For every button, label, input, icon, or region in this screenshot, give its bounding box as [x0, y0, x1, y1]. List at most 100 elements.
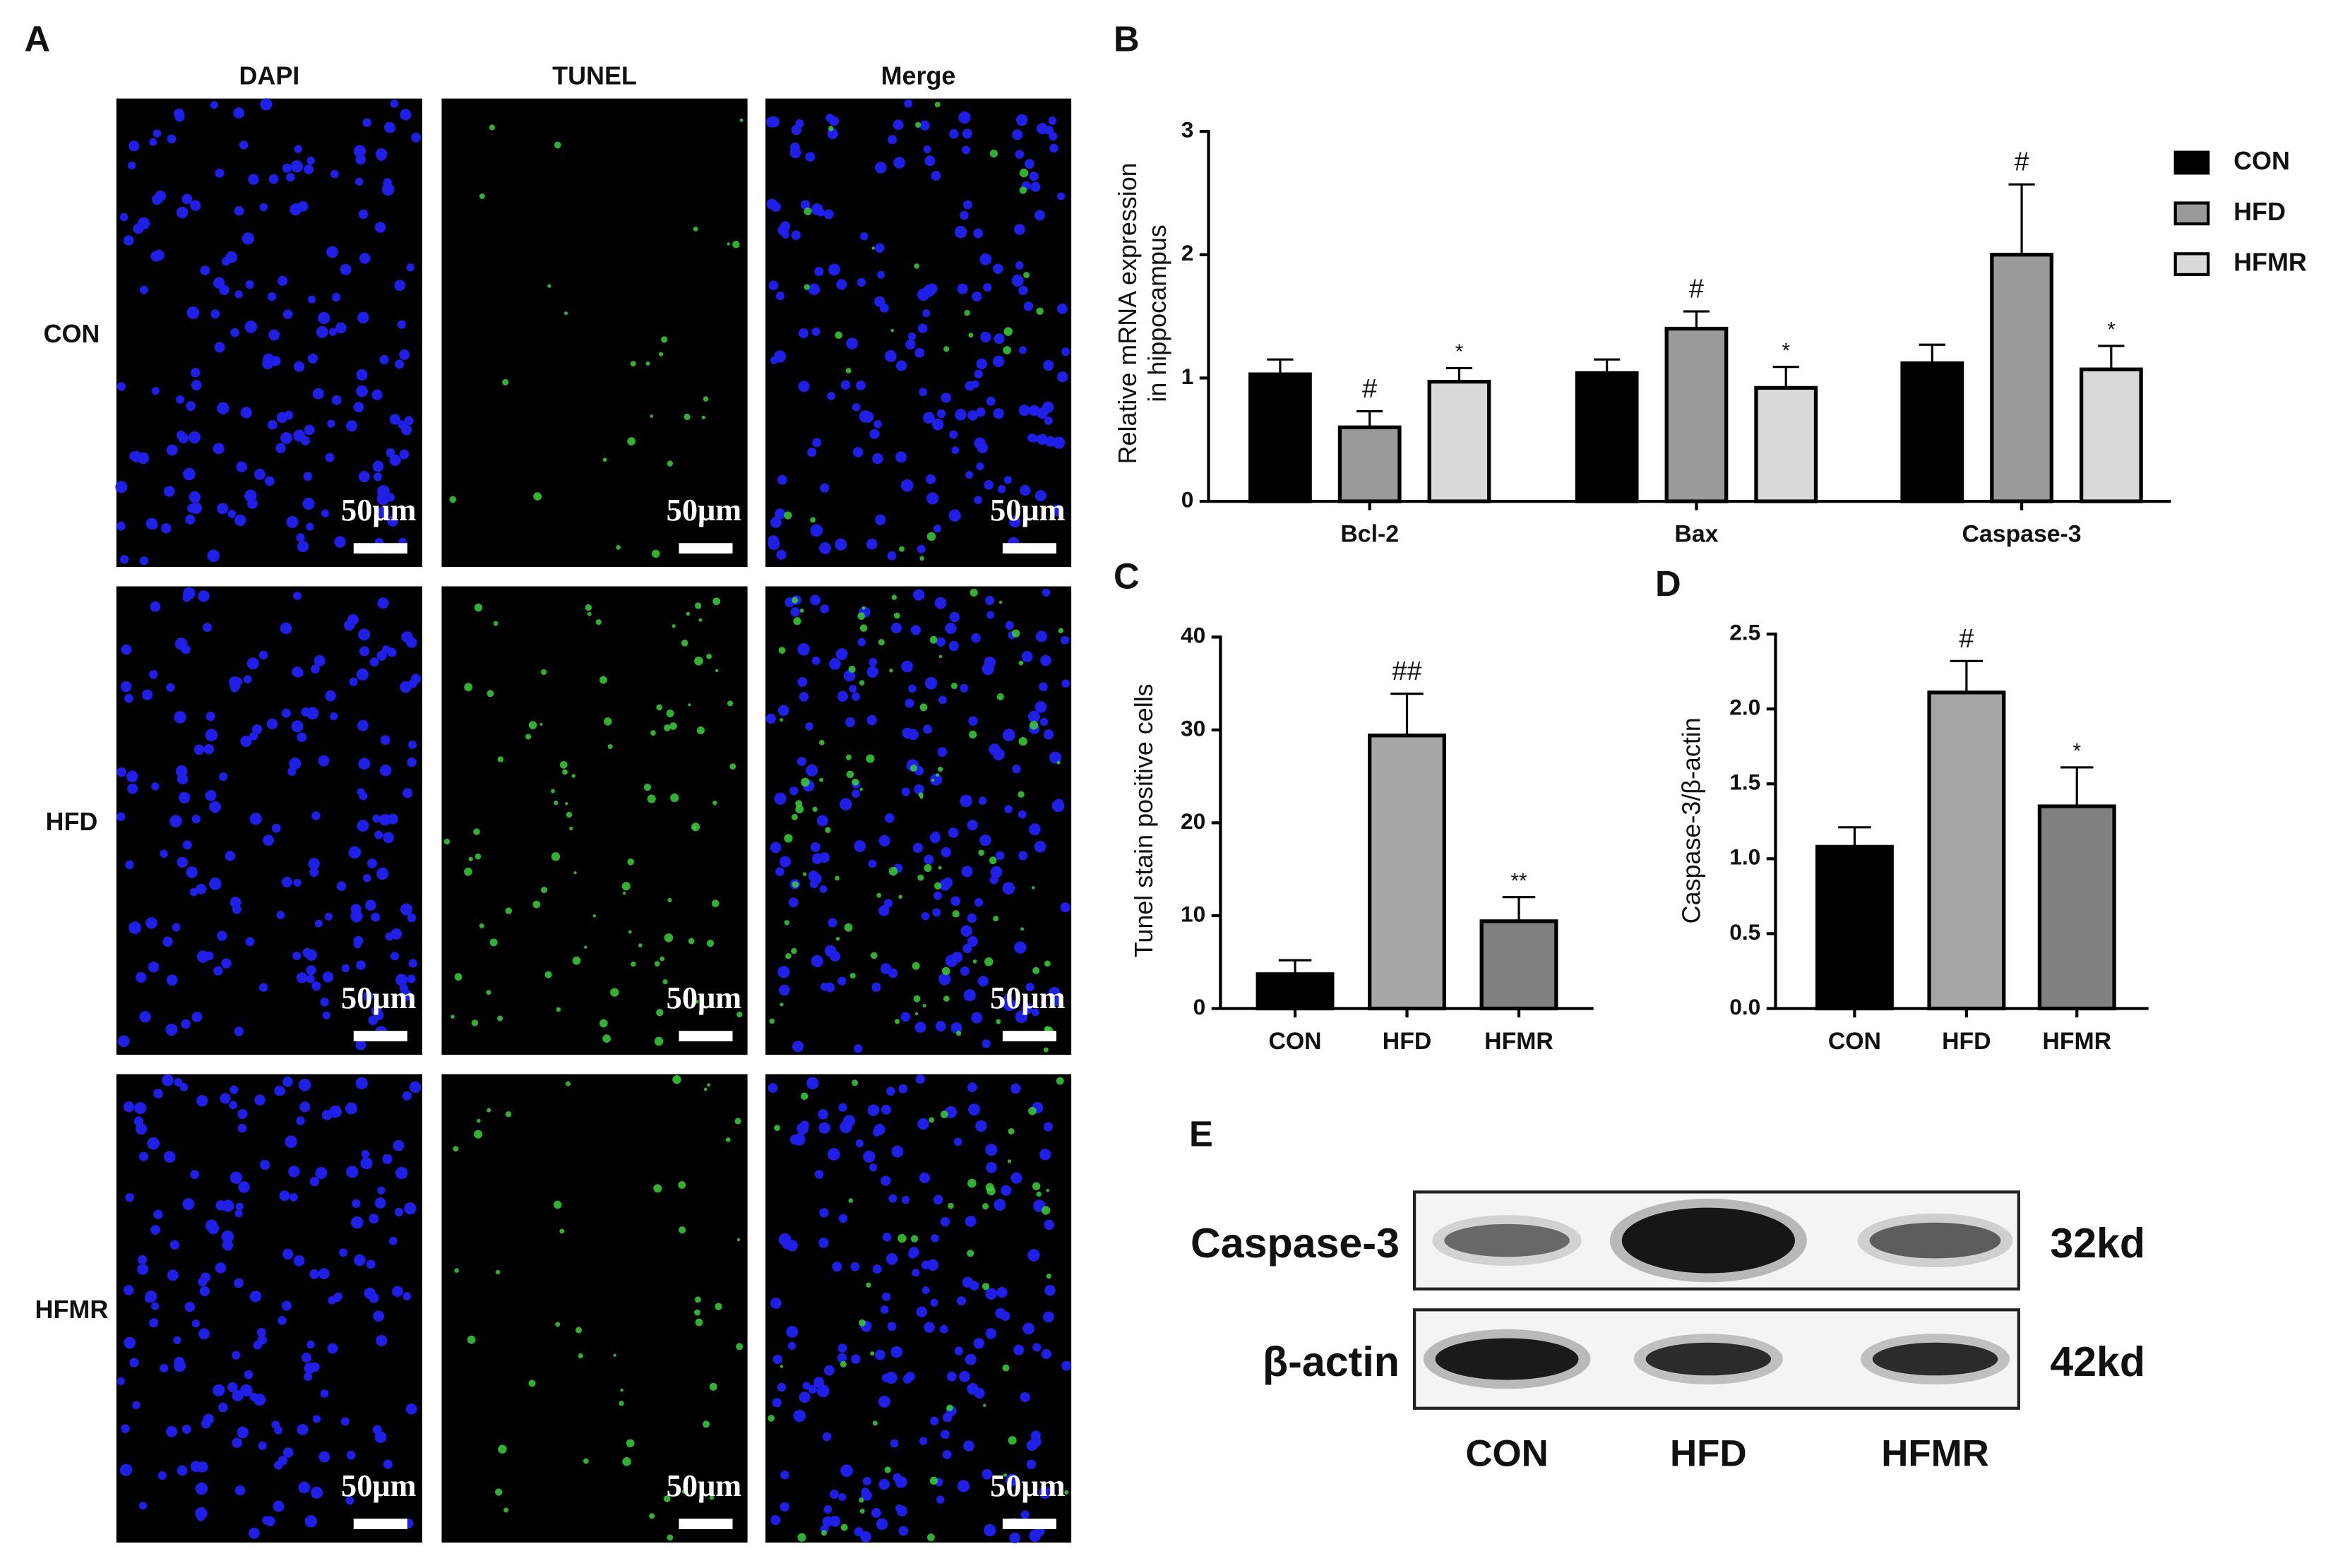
nucleus [309, 1269, 319, 1279]
nucleus [1004, 805, 1013, 813]
nucleus [922, 309, 931, 318]
tunel-signal [638, 943, 643, 947]
nucleus [770, 1298, 782, 1309]
tunel-signal [802, 872, 807, 876]
tunel-signal [910, 764, 917, 772]
nucleus [234, 1278, 244, 1288]
nucleus [121, 1424, 130, 1433]
tunel-signal [929, 1476, 938, 1485]
nucleus [1029, 1529, 1042, 1542]
tunel-signal [893, 612, 900, 619]
nucleus [196, 950, 210, 963]
nucleus [293, 429, 306, 442]
tunel-signal [929, 1117, 935, 1123]
nucleus [854, 1044, 863, 1053]
tunel-signal [672, 624, 676, 628]
nucleus [177, 1465, 188, 1476]
nucleus [810, 524, 823, 537]
nucleus [881, 1373, 891, 1382]
nucleus [411, 133, 421, 143]
micrograph: 50μm [441, 1074, 748, 1543]
nucleus [181, 193, 193, 205]
nucleus [939, 879, 951, 891]
nucleus [829, 950, 841, 962]
nucleus [893, 1473, 902, 1483]
tunel-signal [791, 813, 798, 820]
nucleus [311, 811, 321, 820]
tunel-signal [946, 1404, 953, 1412]
nucleus [1043, 729, 1054, 740]
tunel-signal [454, 1268, 459, 1273]
nucleus [770, 517, 782, 528]
nucleus [816, 1384, 830, 1398]
nucleus [933, 525, 942, 533]
nucleus [786, 1326, 799, 1338]
nucleus [190, 502, 203, 515]
nucleus [165, 1425, 177, 1437]
nucleus [942, 1449, 952, 1459]
y-tick-label: 2.5 [1729, 620, 1760, 645]
nucleus [254, 468, 266, 480]
nucleus [208, 878, 222, 890]
nucleus [274, 1461, 283, 1470]
bar [1900, 361, 1964, 503]
tunel-signal [686, 611, 691, 616]
nucleus [229, 1171, 243, 1184]
nucleus [908, 684, 917, 693]
nucleus [304, 1515, 318, 1528]
nucleus [1015, 114, 1028, 126]
tunel-signal [554, 801, 559, 806]
nucleus [1030, 181, 1041, 192]
nucleus [792, 1041, 804, 1053]
nucleus [400, 681, 412, 693]
tunel-signal [784, 511, 792, 520]
nucleus [1018, 810, 1027, 819]
tunel-signal [825, 827, 831, 833]
nucleus [993, 263, 1003, 275]
tunel-signal [884, 1466, 891, 1473]
nucleus [339, 1248, 347, 1257]
tunel-signal [479, 193, 485, 199]
nucleus [776, 549, 787, 560]
nucleus [172, 923, 181, 932]
nucleus [260, 1159, 270, 1171]
tunel-signal [578, 1353, 583, 1359]
nucleus [782, 1239, 792, 1250]
nucleus [885, 1252, 898, 1265]
tunel-signal [1028, 1106, 1037, 1115]
tunel-signal [871, 246, 876, 250]
nucleus [793, 1409, 806, 1423]
nucleus [838, 1493, 847, 1502]
tunel-signal [666, 710, 674, 717]
nucleus [145, 1290, 157, 1303]
nucleus [138, 1151, 149, 1161]
tunel-signal [1036, 1191, 1042, 1197]
x-tick-label: CON [1828, 1028, 1881, 1055]
nucleus [926, 492, 939, 505]
tunel-signal [565, 1081, 571, 1087]
nucleus [369, 657, 379, 667]
tunel-signal [835, 875, 840, 881]
nucleus [244, 1370, 254, 1380]
tunel-signal [473, 828, 480, 835]
nucleus [895, 451, 907, 463]
nucleus [358, 209, 369, 220]
tunel-signal [931, 779, 935, 782]
tunel-signal [528, 1380, 536, 1387]
tunel-signal [835, 936, 840, 941]
nucleus [353, 402, 364, 413]
nucleus [218, 1402, 228, 1413]
tunel-signal [1041, 1206, 1051, 1215]
tunel-signal [727, 242, 730, 246]
nucleus [166, 444, 178, 456]
nucleus [264, 476, 275, 486]
nucleus [243, 675, 252, 683]
nucleus [983, 282, 992, 292]
nucleus [357, 311, 369, 323]
nucleus [851, 692, 861, 701]
nucleus [1030, 434, 1038, 443]
tunel-signal [739, 118, 744, 122]
nucleus [1002, 729, 1015, 741]
nucleus [884, 813, 895, 823]
nucleus [1052, 436, 1066, 449]
